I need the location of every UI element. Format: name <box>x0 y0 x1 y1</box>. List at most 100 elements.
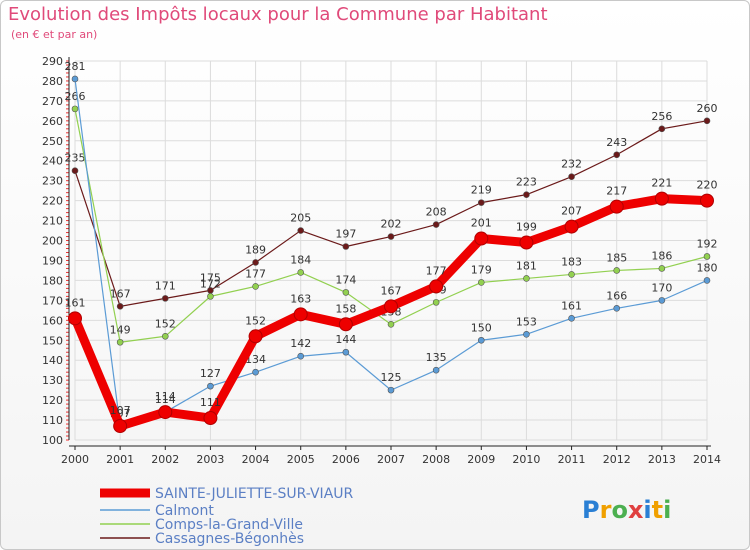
data-label: 179 <box>471 263 492 276</box>
logo-letter: P <box>582 496 600 524</box>
x-tick-label: 2009 <box>467 453 495 466</box>
data-label: 266 <box>65 90 86 103</box>
data-point <box>658 265 666 272</box>
data-point <box>161 332 169 340</box>
data-label: 189 <box>245 243 266 256</box>
y-tick-label: 280 <box>42 75 63 88</box>
y-tick-label: 260 <box>42 115 63 128</box>
data-label: 185 <box>606 251 627 264</box>
data-label: 243 <box>606 136 627 149</box>
data-label: 149 <box>110 323 131 336</box>
data-label: 161 <box>65 296 86 309</box>
x-tick-label: 2008 <box>422 453 450 466</box>
logo-letter: i <box>643 496 651 524</box>
data-label: 221 <box>651 177 672 190</box>
data-point <box>71 105 79 113</box>
data-point <box>568 315 575 322</box>
data-label: 197 <box>335 228 356 241</box>
data-point <box>658 125 666 133</box>
series-cassagnes-b-gonh-s: 235 167 171 175 189 205 197 202 208 219 223 232 243 2… <box>65 102 718 310</box>
y-tick-label: 140 <box>42 354 63 367</box>
data-point <box>432 366 440 374</box>
data-label: 184 <box>290 253 311 266</box>
series-sainte-juliette-sur-viaur: 161 107 114 111 152 163 158 167 177 201 199 207 217 2… <box>65 177 718 434</box>
data-label: 281 <box>65 60 86 73</box>
data-label: 144 <box>335 333 356 346</box>
x-tick-label: 2001 <box>106 453 134 466</box>
legend-label: Cassagnes-Bégonhès <box>155 531 304 547</box>
data-label: 153 <box>516 315 537 328</box>
data-point <box>158 405 173 420</box>
x-tick-label: 2002 <box>151 453 179 466</box>
data-point <box>477 336 485 344</box>
data-point <box>293 307 308 322</box>
data-label: 256 <box>651 110 672 123</box>
y-tick-label: 230 <box>42 175 63 188</box>
y-tick-label: 110 <box>42 414 63 427</box>
data-label: 220 <box>697 179 718 192</box>
data-label: 201 <box>471 217 492 230</box>
data-point <box>568 271 575 278</box>
logo-letter: r <box>600 496 612 524</box>
data-point <box>342 289 350 296</box>
data-label: 219 <box>471 184 492 197</box>
data-label: 223 <box>516 176 537 189</box>
data-label: 171 <box>155 279 176 292</box>
data-label: 170 <box>651 281 672 294</box>
data-point <box>203 411 218 426</box>
x-tick-label: 2007 <box>377 453 405 466</box>
data-point <box>613 305 621 312</box>
data-label: 208 <box>426 206 447 219</box>
data-point <box>654 191 669 206</box>
y-tick-label: 270 <box>42 95 63 108</box>
data-label: 142 <box>290 337 311 350</box>
x-tick-label: 2005 <box>287 453 315 466</box>
data-label: 181 <box>516 259 537 272</box>
proxiti-logo: Proxiti <box>582 496 671 524</box>
chart-subtitle: (en € et par an) <box>11 28 98 41</box>
x-tick-label: 2003 <box>196 453 224 466</box>
data-point <box>207 382 214 390</box>
data-point <box>658 297 666 304</box>
data-point <box>523 330 530 338</box>
data-label: 167 <box>110 287 131 300</box>
data-point <box>568 173 575 180</box>
data-point <box>342 243 350 250</box>
data-label: 205 <box>290 212 311 225</box>
data-point <box>71 167 79 175</box>
x-tick-label: 2014 <box>693 453 721 466</box>
data-label: 134 <box>245 353 266 366</box>
data-label: 235 <box>65 152 86 165</box>
data-point <box>432 299 440 306</box>
data-point <box>477 279 485 286</box>
data-point <box>161 295 169 302</box>
x-tick-label: 2010 <box>512 453 540 466</box>
data-point <box>297 269 305 276</box>
legend-label: SAINTE-JULIETTE-SUR-VIAUR <box>155 486 354 502</box>
data-point <box>474 231 489 246</box>
data-point <box>387 233 395 240</box>
data-point <box>523 191 530 198</box>
x-tick-label: 2004 <box>242 453 270 466</box>
y-tick-label: 130 <box>42 374 63 387</box>
data-label: 163 <box>290 292 311 305</box>
data-label: 177 <box>245 267 266 280</box>
logo-letter: i <box>663 496 671 524</box>
data-point <box>113 419 128 434</box>
y-tick-label: 190 <box>42 254 63 267</box>
data-point <box>387 386 395 394</box>
y-tick-label: 180 <box>42 274 63 287</box>
data-point <box>523 275 530 282</box>
y-tick-label: 210 <box>42 215 63 228</box>
data-label: 202 <box>381 218 402 231</box>
data-point <box>703 277 711 284</box>
data-label: 172 <box>200 277 221 290</box>
x-tick-label: 2006 <box>332 453 360 466</box>
data-point <box>477 199 485 206</box>
y-tick-label: 240 <box>42 155 63 168</box>
x-tick-label: 2013 <box>648 453 676 466</box>
data-point <box>564 219 579 234</box>
data-point <box>252 283 259 290</box>
y-tick-label: 100 <box>42 434 63 447</box>
